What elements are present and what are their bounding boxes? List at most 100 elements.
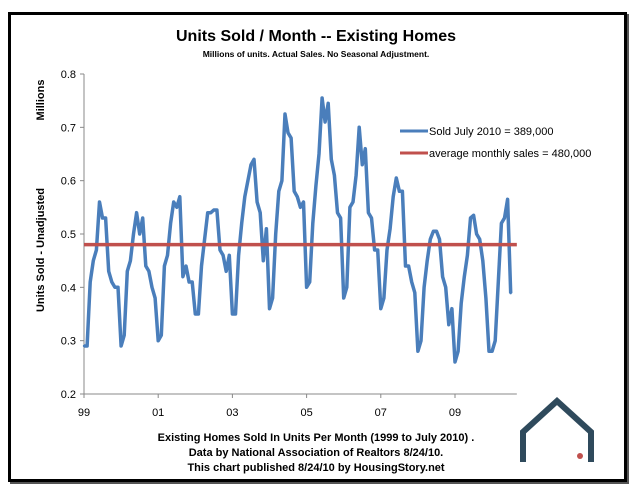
data-point [493,339,497,342]
data-point [419,339,423,342]
data-point [500,222,503,225]
legend-label-average: average monthly sales = 480,000 [429,148,591,160]
data-point [410,280,413,284]
data-point [203,238,206,241]
data-point [357,126,361,129]
y-tick-label: 0.6 [61,176,76,188]
data-point [438,238,441,241]
data-point [490,350,494,353]
data-point [126,270,129,273]
data-point [447,323,451,326]
data-point [364,147,367,150]
data-point [398,190,401,193]
data-point [107,270,110,273]
data-point [286,131,290,134]
footer-line-3: This chart published 8/24/10 by HousingS… [187,462,444,474]
data-point [453,360,457,364]
data-point [249,163,253,166]
data-point [314,184,318,188]
data-point [243,195,246,198]
data-point [339,216,342,220]
data-point [422,286,426,289]
data-point [92,259,95,262]
data-point [187,280,191,284]
data-point [138,232,141,236]
chart-subtitle: Millions of units. Actual Sales. No Seas… [203,49,430,59]
data-point [191,280,194,284]
y-axis-label: Units Sold - Unadjusted [35,188,47,312]
data-point [345,286,348,289]
data-point [85,344,89,348]
data-point [240,222,243,225]
data-point [320,96,324,100]
data-point [413,291,417,294]
data-point [166,254,169,257]
y-unit-label: Millions [35,80,47,121]
data-point [246,179,250,182]
data-point [354,174,358,177]
data-point [141,216,144,220]
data-point [385,248,389,252]
data-point [348,206,352,209]
data-point [197,312,200,316]
data-point [323,120,327,124]
data-point [342,296,345,300]
data-point [327,102,330,105]
data-point [404,264,407,268]
data-point [382,296,386,300]
data-point [175,206,178,209]
x-tick-label: 07 [375,407,387,419]
data-point [441,275,444,278]
data-point [206,211,209,214]
data-point [469,216,472,220]
y-tick-label: 0.5 [61,229,76,241]
data-point [169,222,172,225]
data-point [225,270,228,273]
data-point [444,286,447,289]
data-point [259,211,262,214]
data-point [429,238,432,241]
data-point [153,296,157,300]
data-point [119,344,123,348]
data-point [466,254,469,257]
data-point [132,232,135,236]
data-point [116,286,120,289]
data-point [218,248,222,252]
data-point [296,195,299,198]
data-point [305,286,308,289]
data-point [110,280,114,284]
data-point [163,264,166,268]
data-point [351,200,355,204]
flower-icon [577,453,583,459]
data-point [311,222,314,225]
y-tick-label: 0.2 [61,389,76,401]
x-tick-label: 05 [300,407,312,419]
data-point [181,275,185,278]
data-point [283,112,287,116]
footer-line-2: Data by National Association of Realtors… [189,447,444,459]
data-point [274,232,277,236]
data-point [144,264,148,268]
data-point [252,158,256,161]
data-point [484,296,488,300]
data-point [135,211,138,214]
data-point [231,312,234,316]
data-point [150,286,154,289]
data-point [221,254,225,257]
data-point [200,264,203,268]
data-point [376,248,379,252]
y-tick-label: 0.8 [61,69,76,81]
data-point [82,344,86,348]
y-tick-label: 0.4 [61,282,76,294]
data-point [157,339,160,342]
data-point [425,259,429,262]
data-point [234,312,237,316]
data-point [391,195,395,198]
legend-label-sold: Sold July 2010 = 389,000 [429,126,553,138]
data-point [228,254,231,257]
data-point [160,334,163,337]
data-point [432,230,435,233]
data-point [361,163,364,166]
data-point [262,259,265,262]
